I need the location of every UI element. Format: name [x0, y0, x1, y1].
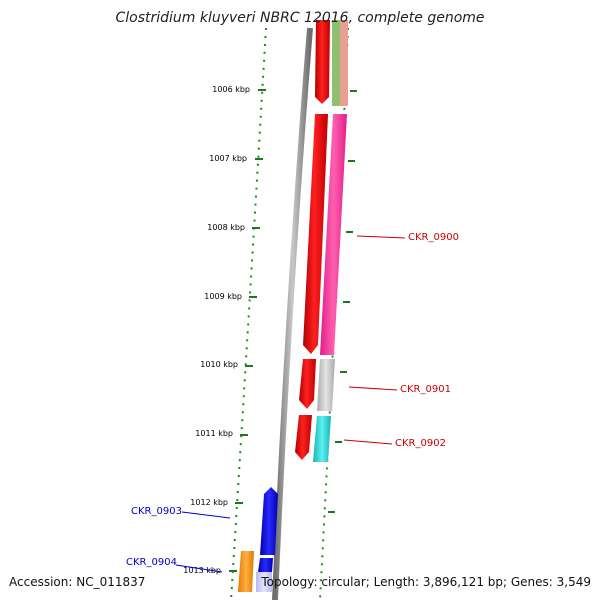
page-title: Clostridium kluyveri NBRC 12016, complet…	[115, 10, 485, 26]
tick-label: 1010 kbp	[200, 360, 238, 369]
gene-label-ckr0904[interactable]: CKR_0904	[126, 557, 177, 568]
tick-labels: 1006 kbp 1007 kbp 1008 kbp 1009 kbp 1010…	[183, 85, 250, 575]
gene-label-ckr0903[interactable]: CKR_0903	[131, 506, 182, 517]
tick-label: 1009 kbp	[204, 292, 242, 301]
accession-text: Accession: NC_011837	[9, 575, 146, 589]
inner-dotted-ring	[230, 27, 267, 601]
tick-label: 1012 kbp	[190, 498, 228, 507]
gene-feature[interactable]	[303, 114, 328, 354]
tick-label: 1008 kbp	[207, 223, 245, 232]
tick-label: 1006 kbp	[212, 85, 250, 94]
gene-feature[interactable]	[256, 572, 272, 592]
genome-summary-text: Topology: circular; Length: 3,896,121 bp…	[261, 575, 591, 589]
gene-feature[interactable]	[332, 20, 340, 106]
gene-label-ckr0902[interactable]: CKR_0902	[395, 438, 446, 449]
gene-labels: CKR_0900 CKR_0901 CKR_0902 CKR_0903 CKR_…	[126, 232, 459, 573]
gene-feature[interactable]	[340, 20, 348, 106]
gene-feature[interactable]	[313, 416, 331, 462]
forward-strand-genes	[295, 20, 330, 460]
adjacent-track-genes	[313, 20, 348, 462]
gene-feature[interactable]	[238, 551, 254, 592]
genome-backbone	[272, 27, 313, 601]
gene-label-ckr0900[interactable]: CKR_0900	[408, 232, 459, 243]
outer-tick-marks	[328, 90, 357, 513]
gene-label-ckr0901[interactable]: CKR_0901	[400, 384, 451, 395]
gene-feature[interactable]	[299, 359, 316, 409]
gene-feature[interactable]	[295, 415, 312, 460]
gene-feature[interactable]	[258, 558, 273, 572]
gene-feature[interactable]	[317, 359, 335, 411]
tick-label: 1013 kbp	[183, 566, 221, 575]
reverse-strand-genes	[238, 487, 278, 592]
inner-tick-marks	[229, 89, 266, 572]
gene-feature[interactable]	[260, 487, 278, 555]
gene-feature[interactable]	[315, 20, 330, 104]
tick-label: 1007 kbp	[209, 154, 247, 163]
tick-label: 1011 kbp	[195, 429, 233, 438]
gene-feature[interactable]	[320, 114, 347, 355]
